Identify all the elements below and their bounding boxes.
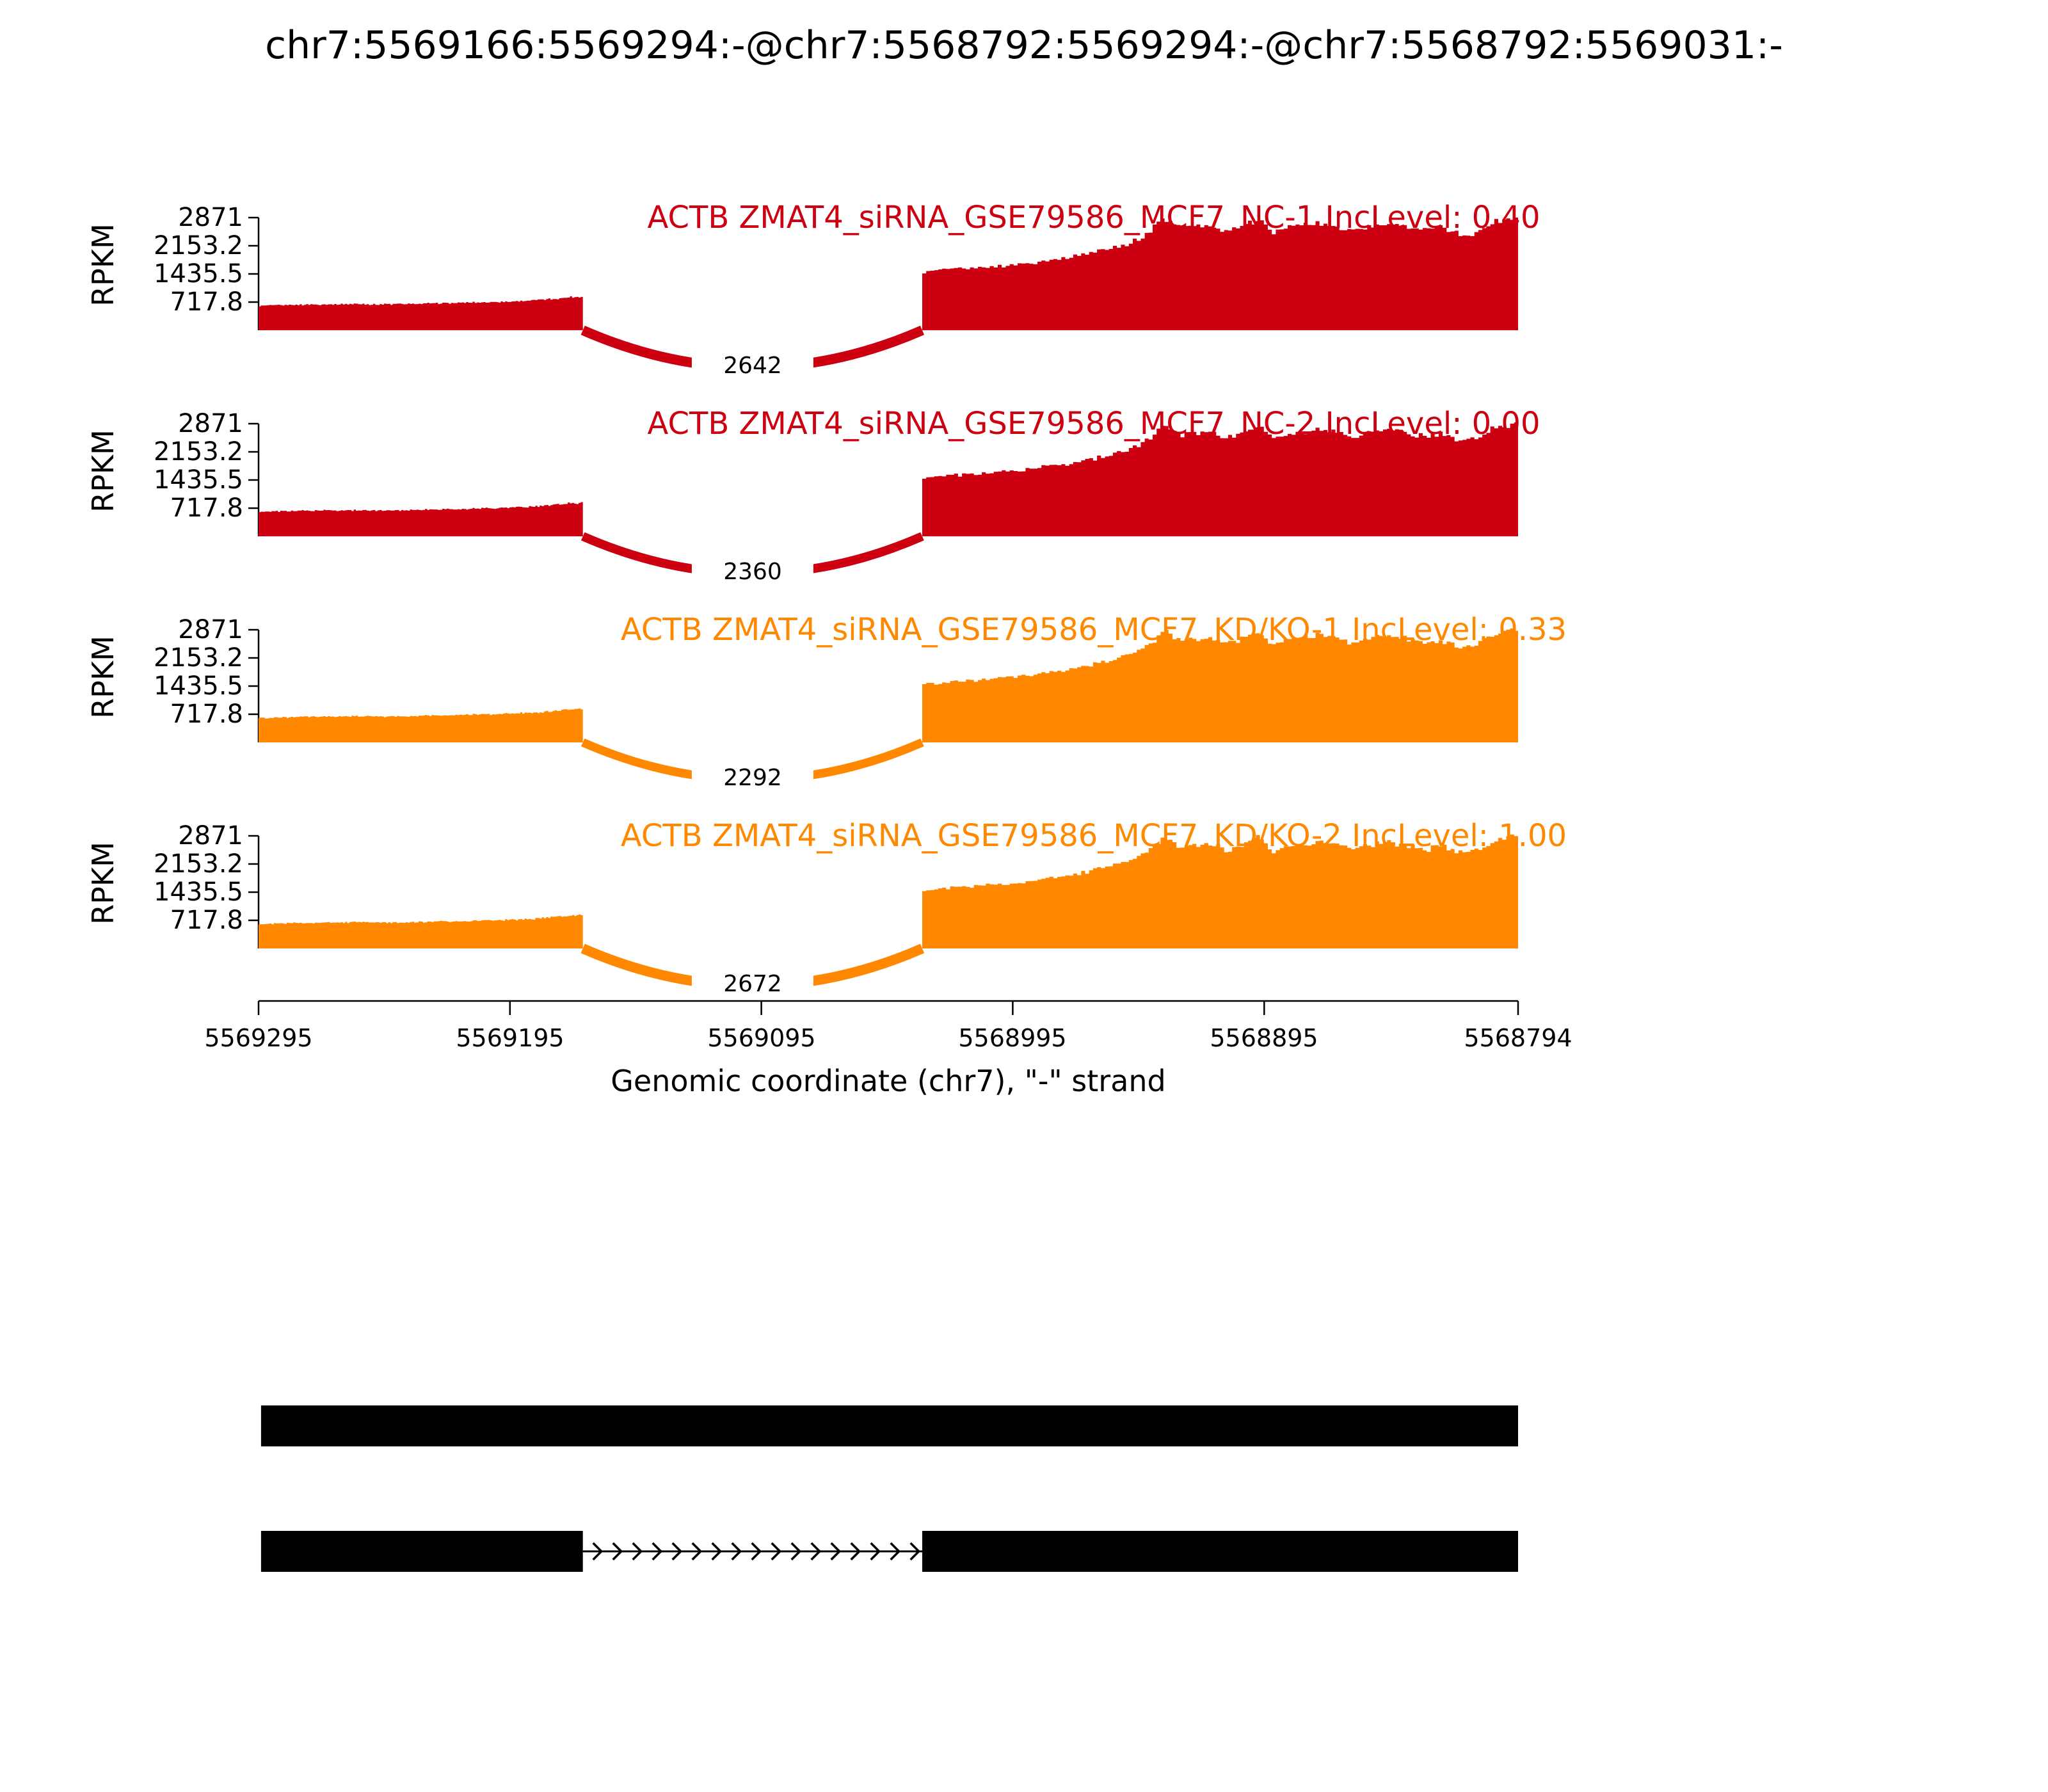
intron-arrow bbox=[870, 1542, 881, 1561]
intron-arrow bbox=[592, 1542, 604, 1561]
y-tick-label: 2153.2 bbox=[154, 643, 243, 673]
intron-arrow bbox=[810, 1542, 822, 1561]
x-tick-label: 5568895 bbox=[1210, 1024, 1318, 1052]
x-tick-label: 5569195 bbox=[456, 1024, 564, 1052]
coverage-right-exon bbox=[922, 217, 1518, 330]
y-tick-label: 2153.2 bbox=[154, 231, 243, 260]
coverage-right-exon bbox=[922, 628, 1518, 742]
gene-structure bbox=[260, 1405, 1518, 1572]
intron-arrow bbox=[691, 1542, 703, 1561]
y-tick-label: 717.8 bbox=[170, 906, 243, 935]
y-tick-label: 2871 bbox=[178, 821, 243, 851]
track-kdko-2: RPKM 2871 2153.2 1435.5 717.8 ACTB ZMAT4… bbox=[0, 810, 2048, 1016]
transcript-exon bbox=[922, 1531, 1518, 1572]
intron-arrow bbox=[612, 1542, 623, 1561]
junction-count-label: 2292 bbox=[723, 765, 782, 791]
intron-arrow bbox=[790, 1542, 802, 1561]
x-tick-label: 5568794 bbox=[1464, 1024, 1572, 1052]
y-tick-label: 2871 bbox=[178, 409, 243, 438]
intron-arrow bbox=[830, 1542, 842, 1561]
intron-arrow bbox=[751, 1542, 762, 1561]
track-title: ACTB ZMAT4_siRNA_GSE79586_MCF7_KD/KO-2 I… bbox=[620, 818, 1567, 854]
coverage-canvas bbox=[248, 216, 1518, 387]
x-tick-label: 5569295 bbox=[204, 1024, 313, 1052]
figure-title: chr7:5569166:5569294:-@chr7:5568792:5569… bbox=[265, 23, 1783, 68]
y-tick-label: 717.8 bbox=[170, 287, 243, 317]
transcript-exon bbox=[260, 1531, 583, 1572]
track-nc-2: RPKM 2871 2153.2 1435.5 717.8 ACTB ZMAT4… bbox=[0, 398, 2048, 604]
coverage-left-exon bbox=[259, 914, 583, 948]
junction-count-label: 2360 bbox=[723, 559, 782, 585]
x-axis bbox=[257, 1000, 1519, 1015]
junction-label-gap bbox=[691, 759, 813, 799]
junction-count-label: 2642 bbox=[723, 353, 782, 379]
transcript-exon bbox=[260, 1405, 1518, 1446]
junction-label-gap bbox=[691, 347, 813, 387]
intron-arrow bbox=[671, 1542, 683, 1561]
track-title: ACTB ZMAT4_siRNA_GSE79586_MCF7_NC-2 IncL… bbox=[647, 406, 1540, 442]
y-tick-label: 2153.2 bbox=[154, 437, 243, 467]
coverage-left-exon bbox=[259, 708, 583, 742]
intron-arrow bbox=[731, 1542, 742, 1561]
y-tick-label: 717.8 bbox=[170, 493, 243, 523]
coverage-left-exon bbox=[259, 296, 583, 330]
coverage-canvas bbox=[248, 628, 1518, 799]
y-tick-label: 717.8 bbox=[170, 700, 243, 729]
intron-arrow bbox=[850, 1542, 861, 1561]
y-tick-label: 2871 bbox=[178, 615, 243, 644]
y-tick-label: 2871 bbox=[178, 203, 243, 232]
junction-label-gap bbox=[691, 553, 813, 593]
x-tick-label: 5568995 bbox=[958, 1024, 1067, 1052]
x-tick-label: 5569095 bbox=[707, 1024, 816, 1052]
track-kdko-1: RPKM 2871 2153.2 1435.5 717.8 ACTB ZMAT4… bbox=[0, 604, 2048, 810]
y-tick-label: 2153.2 bbox=[154, 849, 243, 879]
coverage-left-exon bbox=[259, 502, 583, 536]
intron-arrow bbox=[909, 1542, 921, 1561]
coverage-right-exon bbox=[922, 835, 1518, 948]
y-tick-label: 1435.5 bbox=[154, 259, 243, 289]
junction-count-label: 2672 bbox=[723, 971, 782, 997]
x-axis-title: Genomic coordinate (chr7), "-" strand bbox=[611, 1064, 1166, 1098]
intron-arrow bbox=[711, 1542, 723, 1561]
track-nc-1: RPKM 2871 2153.2 1435.5 717.8 ACTB ZMAT4… bbox=[0, 192, 2048, 398]
y-tick-label: 1435.5 bbox=[154, 465, 243, 495]
coverage-canvas bbox=[248, 835, 1518, 1005]
intron-arrow bbox=[652, 1542, 663, 1561]
junction-label-gap bbox=[691, 965, 813, 1005]
y-tick-label: 1435.5 bbox=[154, 671, 243, 701]
coverage-right-exon bbox=[922, 422, 1518, 536]
track-title: ACTB ZMAT4_siRNA_GSE79586_MCF7_NC-1 IncL… bbox=[647, 200, 1540, 236]
intron-arrow bbox=[632, 1542, 643, 1561]
coverage-canvas bbox=[248, 422, 1518, 593]
intron-arrow bbox=[890, 1542, 901, 1561]
track-title: ACTB ZMAT4_siRNA_GSE79586_MCF7_KD/KO-1 I… bbox=[620, 612, 1567, 648]
intron-arrow bbox=[771, 1542, 782, 1561]
y-tick-label: 1435.5 bbox=[154, 877, 243, 907]
